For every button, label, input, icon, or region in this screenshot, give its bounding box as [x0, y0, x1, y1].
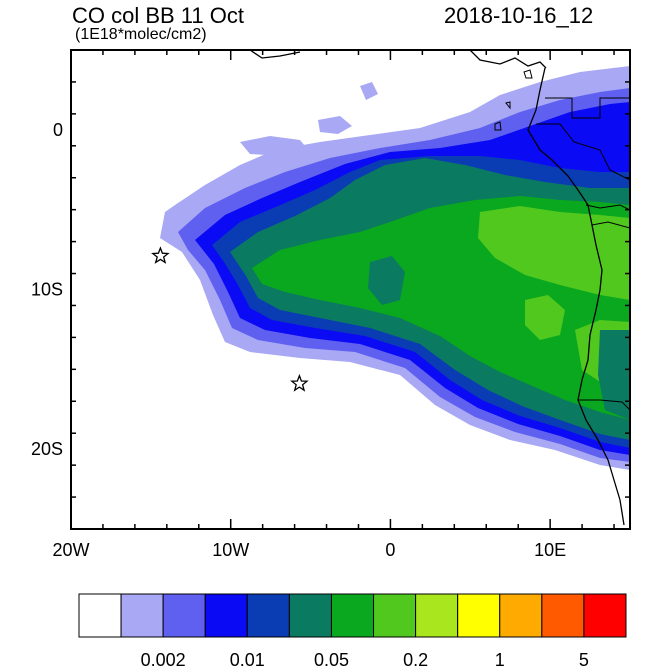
- axis-tick-labels: 20W 10W 0 10E 0 10S 20S: [31, 120, 566, 560]
- country-border: [585, 204, 630, 211]
- plume-teal-patch: [368, 256, 405, 305]
- colorbar-labels: 0.002 0.01 0.05 0.2 1 5: [141, 650, 589, 667]
- plume-fleck: [318, 116, 352, 134]
- country-border: [536, 123, 630, 181]
- africa-land: [527, 67, 625, 526]
- colorbar-label: 0.2: [403, 650, 428, 667]
- country-border: [578, 399, 630, 411]
- colorbar-label: 1: [495, 650, 505, 667]
- x-tick-label: 20W: [52, 540, 89, 560]
- colorbar: [78, 593, 627, 638]
- country-border: [545, 97, 630, 119]
- colorbar-label: 0.01: [230, 650, 265, 667]
- plot-units: (1E18*molec/cm2): [75, 26, 207, 43]
- co-plume: [160, 50, 630, 526]
- colorbar-swatch: [204, 593, 248, 638]
- colorbar-swatch: [457, 593, 501, 638]
- colorbar-label: 5: [579, 650, 589, 667]
- colorbar-swatch: [78, 593, 122, 638]
- star-marker: [290, 373, 309, 392]
- plot-datetime: 2018-10-16_12: [444, 3, 594, 28]
- star-marker: [151, 246, 170, 264]
- y-tick-label: 10S: [31, 280, 63, 300]
- y-tick-label: 0: [53, 120, 63, 140]
- colorbar-swatch: [415, 593, 459, 638]
- plume-teal-patch: [598, 330, 630, 420]
- colorbar-swatch: [120, 593, 164, 638]
- colorbar-swatch: [499, 593, 543, 638]
- x-tick-label: 0: [385, 540, 395, 560]
- plume-band-02: [478, 206, 630, 300]
- island: [494, 69, 533, 131]
- colorbar-label: 0.05: [314, 650, 349, 667]
- plume-fleck: [240, 136, 310, 156]
- plume-fleck: [360, 82, 378, 100]
- x-tick-label: 10E: [534, 540, 566, 560]
- colorbar-swatch: [583, 593, 627, 638]
- plume-band-02: [525, 295, 565, 340]
- colorbar-swatch: [246, 593, 290, 638]
- x-tick-label: 10W: [212, 540, 249, 560]
- colorbar-swatch: [330, 593, 375, 638]
- station-markers: [151, 246, 309, 392]
- coast-top: [249, 50, 547, 69]
- colorbar-swatch: [162, 593, 206, 638]
- colorbar-label: 0.002: [141, 650, 186, 667]
- map-frame: [70, 49, 631, 530]
- country-border: [591, 221, 630, 229]
- colorbar-swatch: [541, 593, 585, 638]
- y-tick-label: 20S: [31, 439, 63, 459]
- colorbar-swatch: [288, 593, 332, 638]
- axis-ticks: [70, 49, 630, 530]
- plot-title: CO col BB 11 Oct: [72, 3, 244, 28]
- colorbar-swatch: [373, 593, 417, 638]
